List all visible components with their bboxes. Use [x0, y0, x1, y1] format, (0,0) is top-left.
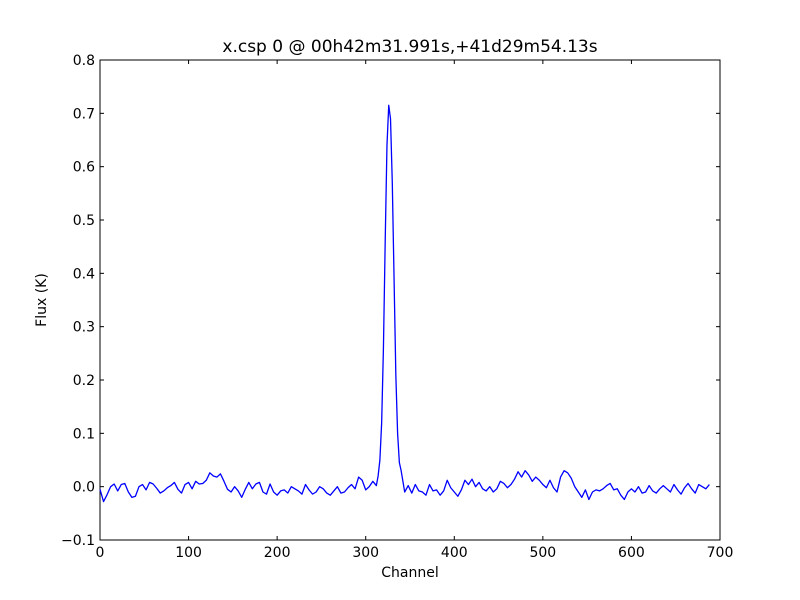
y-tick-label: 0.2 [73, 373, 95, 389]
y-tick-label: 0.0 [73, 480, 95, 496]
y-tick-label: 0.8 [73, 53, 95, 69]
x-axis-label: Channel [381, 565, 438, 581]
y-tick-label: 0.3 [73, 320, 95, 336]
x-tick-label: 500 [529, 545, 556, 561]
y-tick-label: −0.1 [61, 533, 95, 549]
x-tick-label: 600 [618, 545, 645, 561]
y-tick-label: 0.6 [73, 160, 95, 176]
x-tick-label: 700 [707, 545, 734, 561]
x-tick-label: 0 [96, 545, 105, 561]
chart-title: x.csp 0 @ 00h42m31.991s,+41d29m54.13s [222, 37, 597, 57]
y-tick-label: 0.4 [73, 266, 95, 282]
y-tick-label: 0.7 [73, 106, 95, 122]
x-axis-ticks: 0 100 200 300 400 500 600 700 [96, 60, 734, 561]
y-tick-label: 0.5 [73, 213, 95, 229]
line-layer [99, 104, 710, 503]
x-tick-label: 400 [441, 545, 468, 561]
y-axis-ticks: −0.1 0.0 0.1 0.2 0.3 0.4 0.5 0.6 0.7 0.8 [61, 53, 720, 549]
y-axis-label: Flux (K) [34, 273, 50, 327]
y-tick-label: 0.1 [73, 426, 95, 442]
x-tick-label: 100 [175, 545, 202, 561]
plot-area: 0 100 200 300 400 500 600 700 −0.10.00.10.20.30… [61, 53, 733, 561]
series-line-0 [99, 104, 710, 503]
x-tick-label: 200 [264, 545, 291, 561]
x-tick-label: 300 [352, 545, 379, 561]
plot-frame [99, 59, 721, 541]
